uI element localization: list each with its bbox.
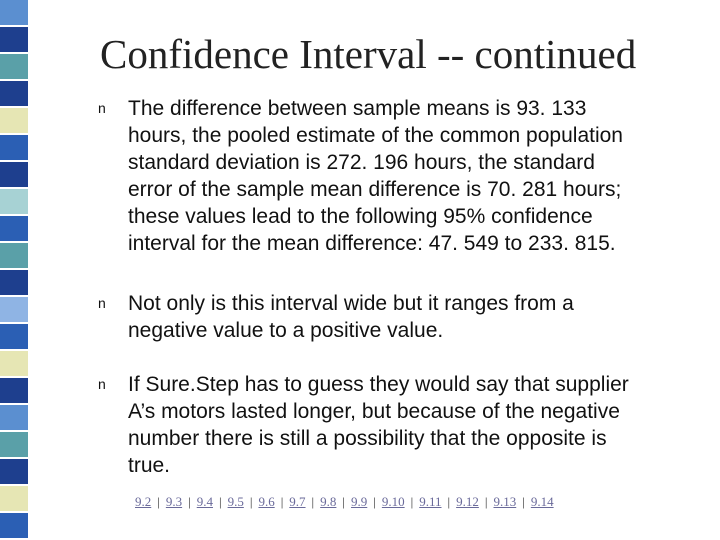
nav-separator: | [373, 494, 376, 509]
nav-separator: | [249, 494, 253, 509]
nav-link[interactable]: 9.8 [320, 494, 337, 509]
nav-separator: | [311, 494, 315, 509]
nav-link[interactable]: 9.10 [381, 494, 405, 509]
bullet-text: negative value to a positive value. [128, 319, 444, 342]
bullet-marker: n [98, 295, 106, 311]
decorative-stripe [0, 0, 28, 540]
nav-link[interactable]: 9.14 [530, 494, 554, 509]
nav-link[interactable]: 9.6 [258, 494, 275, 509]
bullet: n Not only is this interval wide but it r… [98, 290, 574, 344]
nav-link[interactable]: 9.12 [456, 494, 479, 509]
nav-links: 9.2 | 9.3 | 9.4 | 9.5 | 9.6 | 9.7 | 9.8 | 9.9 | 9.10 | 9.1… [135, 494, 554, 510]
nav-separator: | [484, 494, 488, 509]
bullet-text: A’s motors lasted longer, but because of… [128, 400, 620, 423]
bullet-text: If Sure.Step has to guess they would say… [128, 373, 629, 396]
bullet-text: error of the sample mean difference is 7… [128, 178, 622, 201]
bullet-text: standard deviation is 272. 196 hours, th… [128, 151, 595, 174]
nav-separator: | [157, 494, 160, 509]
nav-link[interactable]: 9.11 [419, 494, 442, 509]
nav-link[interactable]: 9.5 [227, 494, 244, 509]
nav-separator: | [280, 494, 284, 509]
bullet-marker: n [98, 376, 106, 392]
nav-link[interactable]: 9.9 [351, 494, 368, 509]
bullet: n If Sure.Step has to guess they would sa… [98, 371, 629, 479]
nav-link[interactable]: 9.7 [289, 494, 306, 509]
bullet-text: The difference between sample means is 9… [128, 97, 587, 120]
nav-link[interactable]: 9.4 [196, 494, 213, 509]
bullet: n The difference between sample means is … [98, 95, 623, 257]
nav-separator: | [342, 494, 346, 509]
nav-link[interactable]: 9.3 [165, 494, 183, 509]
bullet-text: true. [128, 454, 171, 477]
bullet-text: hours, the pooled estimate of the common… [128, 124, 623, 147]
bullet-text: interval for the mean difference: 47. 54… [128, 232, 616, 255]
bullet-text: number there is still a possibility that… [128, 427, 607, 450]
bullet-text: Not only is this interval wide but it ra… [128, 292, 574, 315]
bullet-marker: n [98, 100, 106, 116]
nav-link[interactable]: 9.13 [493, 494, 517, 509]
nav-separator: | [522, 494, 525, 509]
nav-separator: | [218, 494, 222, 509]
slide-title: Confidence Interval -- continued [100, 31, 637, 77]
bullet-text: these values lead to the following 95% c… [128, 205, 593, 228]
nav-link[interactable]: 9.2 [135, 494, 152, 509]
nav-separator: | [447, 494, 451, 509]
nav-separator: | [410, 494, 414, 509]
nav-separator: | [188, 494, 191, 509]
